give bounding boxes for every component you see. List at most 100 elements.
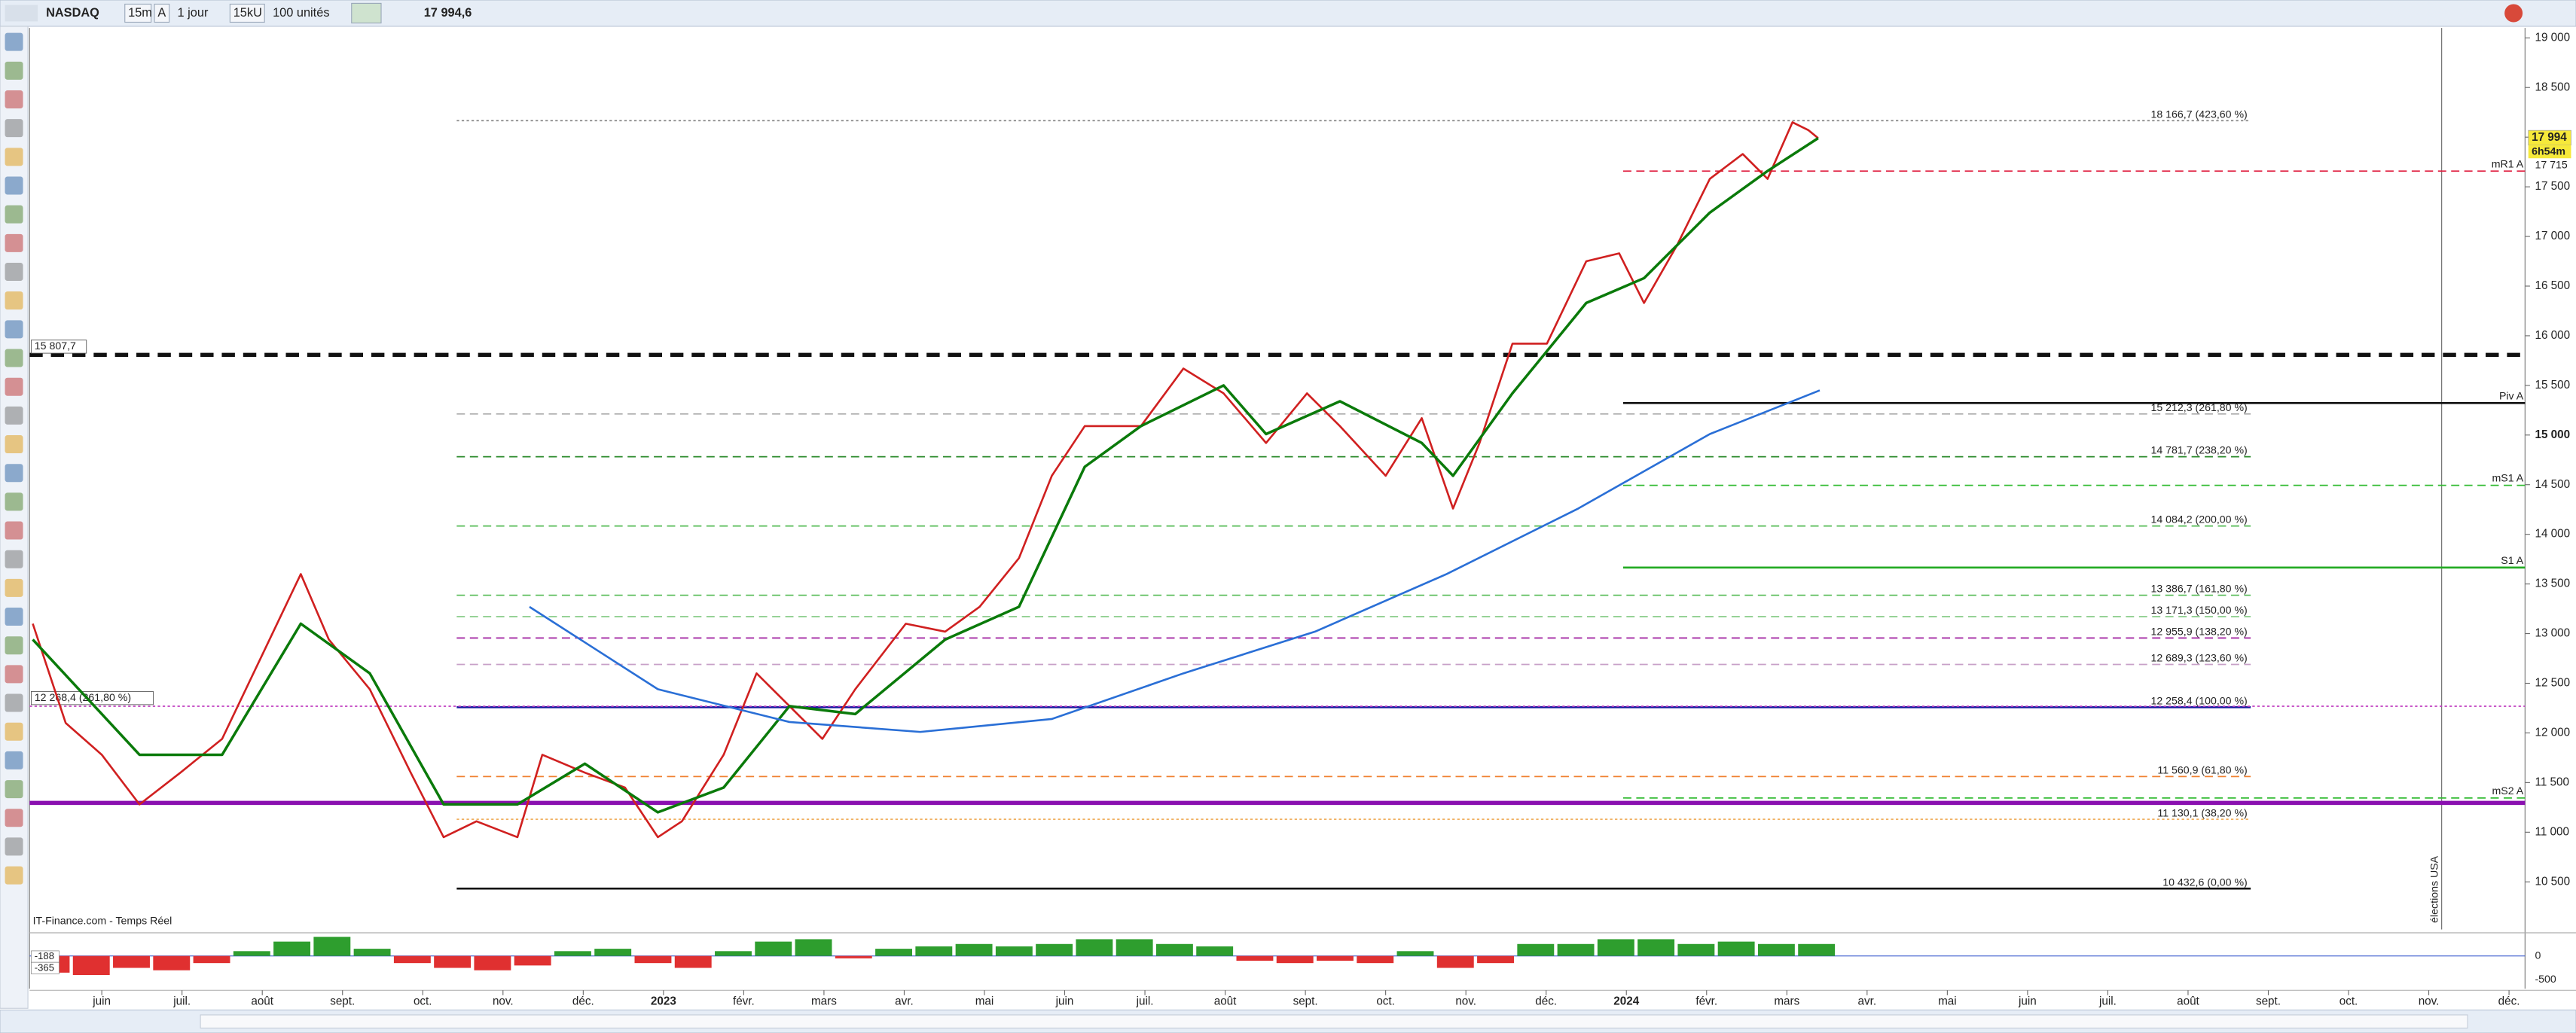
tool-icon[interactable] <box>5 608 23 626</box>
histogram-bar <box>72 955 110 976</box>
tool-icon[interactable] <box>5 32 23 51</box>
fib-label: 12 689,3 (123,60 %) <box>2150 653 2247 665</box>
histogram-bar <box>715 951 752 956</box>
tool-icon[interactable] <box>5 90 23 108</box>
histogram-bar <box>1196 946 1234 956</box>
tool-icon[interactable] <box>5 176 23 195</box>
histogram-bar <box>514 955 551 966</box>
tool-icon[interactable] <box>5 809 23 827</box>
histogram-bar <box>153 955 191 971</box>
x-tick-label: déc. <box>2498 995 2520 1008</box>
histogram-bar <box>755 941 792 956</box>
tool-icon[interactable] <box>5 349 23 367</box>
tool-icon[interactable] <box>5 435 23 454</box>
x-tick-label: déc. <box>1535 995 1557 1008</box>
tool-icon[interactable] <box>5 320 23 339</box>
histogram-bar <box>1036 943 1073 956</box>
tool-icon[interactable] <box>5 263 23 282</box>
histogram-bar <box>1236 955 1274 961</box>
tool-icon[interactable] <box>5 751 23 769</box>
tool-icon[interactable] <box>5 291 23 310</box>
indicator-button[interactable] <box>351 2 382 24</box>
x-tick-label: nov. <box>1455 995 1476 1008</box>
x-tick-label: oct. <box>2339 995 2358 1008</box>
y-tick-label: 12 500 <box>2535 677 2570 690</box>
y-tick-label: 15 500 <box>2535 379 2570 392</box>
x-tick-label: juil. <box>2098 995 2117 1008</box>
price-marker: 17 715 <box>2535 160 2567 172</box>
y-tick-label: 13 500 <box>2535 577 2570 590</box>
histogram-bar <box>1757 943 1795 956</box>
fib-label: 12 258,4 (100,00 %) <box>2150 695 2247 707</box>
tool-icon[interactable] <box>5 521 23 540</box>
tool-icon[interactable] <box>5 780 23 799</box>
last-price-label: 17 994 <box>2532 131 2567 144</box>
symbol[interactable]: NASDAQ <box>46 6 99 20</box>
x-tick-label: avr. <box>1858 995 1877 1008</box>
tool-icon[interactable] <box>5 636 23 655</box>
tool-icon[interactable] <box>5 205 23 224</box>
period-button[interactable] <box>124 3 152 23</box>
mode-button[interactable] <box>154 3 170 23</box>
pivot-label: mR1 A <box>2492 158 2524 170</box>
tool-icon[interactable] <box>5 837 23 856</box>
tool-icon[interactable] <box>5 148 23 166</box>
tool-icon[interactable] <box>5 866 23 885</box>
menu-icon[interactable] <box>5 5 38 22</box>
tool-icon[interactable] <box>5 492 23 511</box>
units[interactable]: 100 unités <box>273 6 329 20</box>
x-tick-label: juin <box>1055 995 1074 1008</box>
histogram-bar <box>634 955 672 964</box>
x-tick-label: mai <box>1938 995 1957 1008</box>
pivot-label: mS2 A <box>2492 785 2524 797</box>
volume: 15kU <box>233 6 262 20</box>
tool-icon[interactable] <box>5 464 23 483</box>
tool-icon[interactable] <box>5 578 23 597</box>
volume-button[interactable] <box>229 3 265 23</box>
mode: A <box>157 6 166 20</box>
y-tick-label: 16 000 <box>2535 329 2570 342</box>
histogram-bar <box>1116 939 1153 956</box>
x-tick-label: sept. <box>2256 995 2281 1008</box>
histogram-bar <box>1317 955 1354 961</box>
tool-icon[interactable] <box>5 119 23 138</box>
fib-label: 13 386,7 (161,80 %) <box>2150 584 2247 596</box>
x-tick-label: nov. <box>2419 995 2440 1008</box>
tool-icon[interactable] <box>5 61 23 80</box>
y-tick-label: 14 000 <box>2535 528 2570 541</box>
alert-icon[interactable] <box>2504 4 2523 23</box>
histogram-bar <box>393 955 431 964</box>
x-tick-label: nov. <box>493 995 514 1008</box>
x-tick-label: oct. <box>414 995 432 1008</box>
x-tick-label: déc. <box>572 995 594 1008</box>
tool-icon[interactable] <box>5 406 23 425</box>
histogram-bar <box>835 955 872 958</box>
y-tick-label: 12 000 <box>2535 726 2570 739</box>
tool-icon[interactable] <box>5 377 23 396</box>
range[interactable]: 1 jour <box>178 6 209 20</box>
histogram-bar <box>233 951 270 956</box>
tool-icon[interactable] <box>5 233 23 252</box>
tool-icon[interactable] <box>5 722 23 741</box>
histogram-bar <box>273 941 311 956</box>
level-label-box <box>31 340 87 354</box>
histogram-bar <box>1076 939 1113 956</box>
histogram-bar <box>1717 941 1755 956</box>
countdown-box <box>2528 145 2571 159</box>
histogram-bar <box>1276 955 1314 964</box>
top-toolbar <box>0 0 2576 27</box>
price-line <box>32 137 1819 814</box>
x-tick-label: août <box>251 995 273 1008</box>
x-tick-label: 2024 <box>1613 995 1639 1008</box>
tool-icon[interactable] <box>5 693 23 712</box>
scrollbar[interactable] <box>200 1014 2468 1028</box>
y-tick-label: 10 500 <box>2535 875 2570 888</box>
price-line <box>529 389 1821 733</box>
x-tick-label: 2023 <box>651 995 676 1008</box>
tool-icon[interactable] <box>5 665 23 684</box>
histogram-bar <box>955 943 993 956</box>
tool-icon[interactable] <box>5 550 23 568</box>
